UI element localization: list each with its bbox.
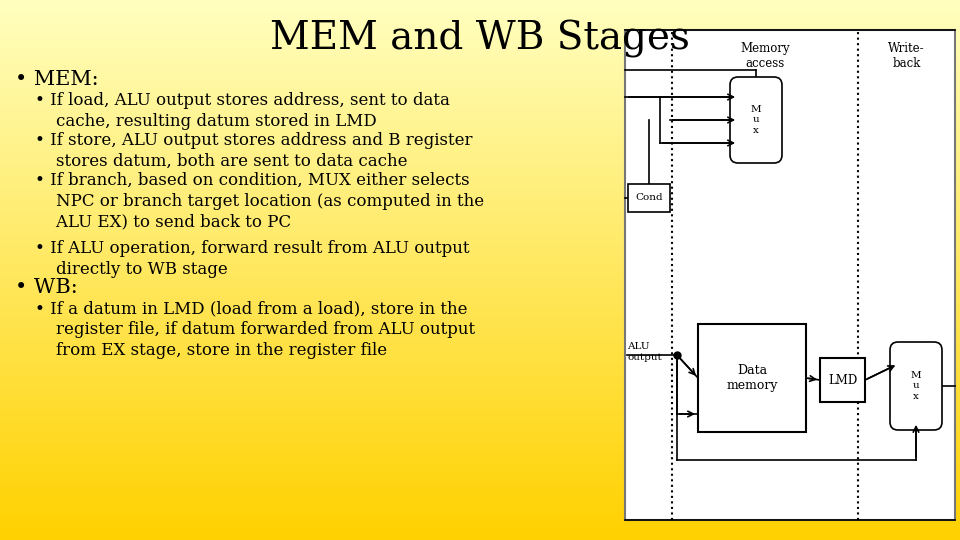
Bar bbox=[698, 324, 806, 432]
Text: • WB:: • WB: bbox=[15, 278, 78, 297]
Bar bbox=[820, 358, 865, 402]
Bar bbox=[628, 184, 670, 212]
Text: M
u
x: M u x bbox=[751, 105, 761, 135]
Text: LMD: LMD bbox=[828, 374, 857, 387]
Text: • If store, ALU output stores address and B register
    stores datum, both are : • If store, ALU output stores address an… bbox=[35, 132, 472, 170]
Text: • If load, ALU output stores address, sent to data
    cache, resulting datum st: • If load, ALU output stores address, se… bbox=[35, 92, 450, 130]
Bar bbox=[625, 30, 955, 520]
Text: • If branch, based on condition, MUX either selects
    NPC or branch target loc: • If branch, based on condition, MUX eit… bbox=[35, 172, 484, 231]
Text: ALU
output: ALU output bbox=[627, 342, 661, 362]
Text: • If a datum in LMD (load from a load), store in the
    register file, if datum: • If a datum in LMD (load from a load), … bbox=[35, 300, 475, 359]
Text: Data
memory: Data memory bbox=[727, 364, 778, 392]
FancyBboxPatch shape bbox=[890, 342, 942, 430]
Text: • MEM:: • MEM: bbox=[15, 70, 99, 89]
Text: Memory
access: Memory access bbox=[740, 42, 790, 70]
Text: MEM and WB Stages: MEM and WB Stages bbox=[270, 20, 690, 58]
Text: • If ALU operation, forward result from ALU output
    directly to WB stage: • If ALU operation, forward result from … bbox=[35, 240, 469, 278]
Text: M
u
x: M u x bbox=[911, 371, 922, 401]
Text: Cond: Cond bbox=[636, 193, 662, 202]
Text: Write-
back: Write- back bbox=[888, 42, 924, 70]
FancyBboxPatch shape bbox=[730, 77, 782, 163]
